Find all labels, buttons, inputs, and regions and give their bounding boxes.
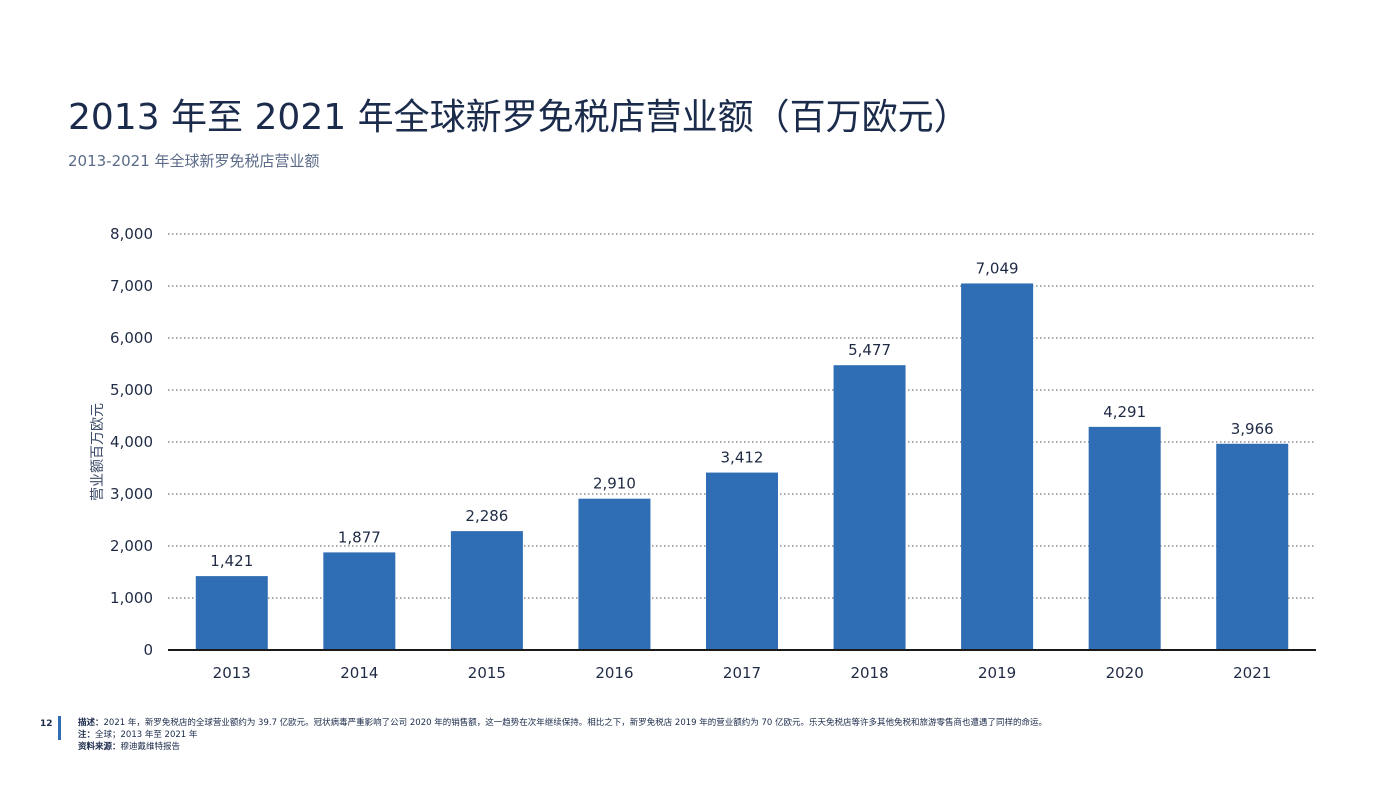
footer-accent-bar — [58, 716, 61, 740]
bar — [706, 472, 778, 650]
page-title: 2013 年至 2021 年全球新罗免税店营业额（百万欧元） — [68, 97, 970, 138]
x-tick-label: 2020 — [1106, 664, 1144, 682]
bar-value-label: 1,421 — [210, 552, 253, 570]
bar — [1216, 443, 1289, 650]
y-tick-label: 1,000 — [110, 589, 153, 607]
y-tick-label: 5,000 — [110, 381, 153, 399]
bar — [450, 531, 523, 650]
bar-value-label: 3,412 — [721, 449, 764, 467]
x-tick-label: 2017 — [723, 664, 761, 682]
bars — [195, 283, 1289, 650]
bar-chart: 0 1,000 2,000 3,000 4,000 5,000 6,000 7,000 8,00… — [90, 225, 1316, 682]
bar-value-label: 5,477 — [848, 341, 891, 359]
bar — [833, 365, 906, 650]
bar — [961, 283, 1034, 650]
bar-value-label: 1,877 — [338, 528, 381, 546]
page-number: 12 — [40, 719, 53, 729]
footer-source: 资料来源：穆迪戴维特报告 — [78, 742, 181, 752]
y-tick-labels: 0 1,000 2,000 3,000 4,000 5,000 6,000 7,000 8,00… — [110, 225, 153, 659]
bar — [578, 498, 651, 650]
footer-description: 描述：2021 年，新罗免税店的全球营业额约为 39.7 亿欧元。冠状病毒严重影… — [78, 718, 1047, 728]
bar-value-label: 2,910 — [593, 475, 636, 493]
y-tick-label: 0 — [143, 641, 153, 659]
bar — [195, 576, 268, 650]
bar — [323, 552, 396, 650]
x-tick-label: 2018 — [850, 664, 888, 682]
y-tick-label: 6,000 — [110, 329, 153, 347]
y-tick-label: 4,000 — [110, 433, 153, 451]
x-tick-label: 2015 — [468, 664, 506, 682]
x-tick-label: 2019 — [978, 664, 1016, 682]
y-tick-label: 8,000 — [110, 225, 153, 243]
bar — [1088, 426, 1161, 650]
bar-value-label: 2,286 — [465, 507, 508, 525]
bar-value-labels: 1,421 1,877 2,286 2,910 3,412 5,477 7,049 4,291… — [210, 259, 1273, 570]
y-tick-label: 3,000 — [110, 485, 153, 503]
x-tick-label: 2021 — [1233, 664, 1271, 682]
x-tick-label: 2014 — [340, 664, 378, 682]
y-tick-label: 7,000 — [110, 277, 153, 295]
bar-value-label: 7,049 — [976, 259, 1019, 277]
x-tick-label: 2016 — [595, 664, 633, 682]
footer-note: 注：全球；2013 年至 2021 年 — [78, 730, 198, 740]
bar-value-label: 3,966 — [1231, 420, 1274, 438]
x-tick-labels: 2013 2014 2015 2016 2017 2018 2019 2020 2021 — [213, 664, 1272, 682]
bar-value-label: 4,291 — [1103, 403, 1146, 421]
chart-subtitle: 2013-2021 年全球新罗免税店营业额 — [68, 152, 320, 170]
x-tick-label: 2013 — [213, 664, 251, 682]
y-tick-label: 2,000 — [110, 537, 153, 555]
y-axis-title: 营业额百万欧元 — [90, 403, 106, 501]
